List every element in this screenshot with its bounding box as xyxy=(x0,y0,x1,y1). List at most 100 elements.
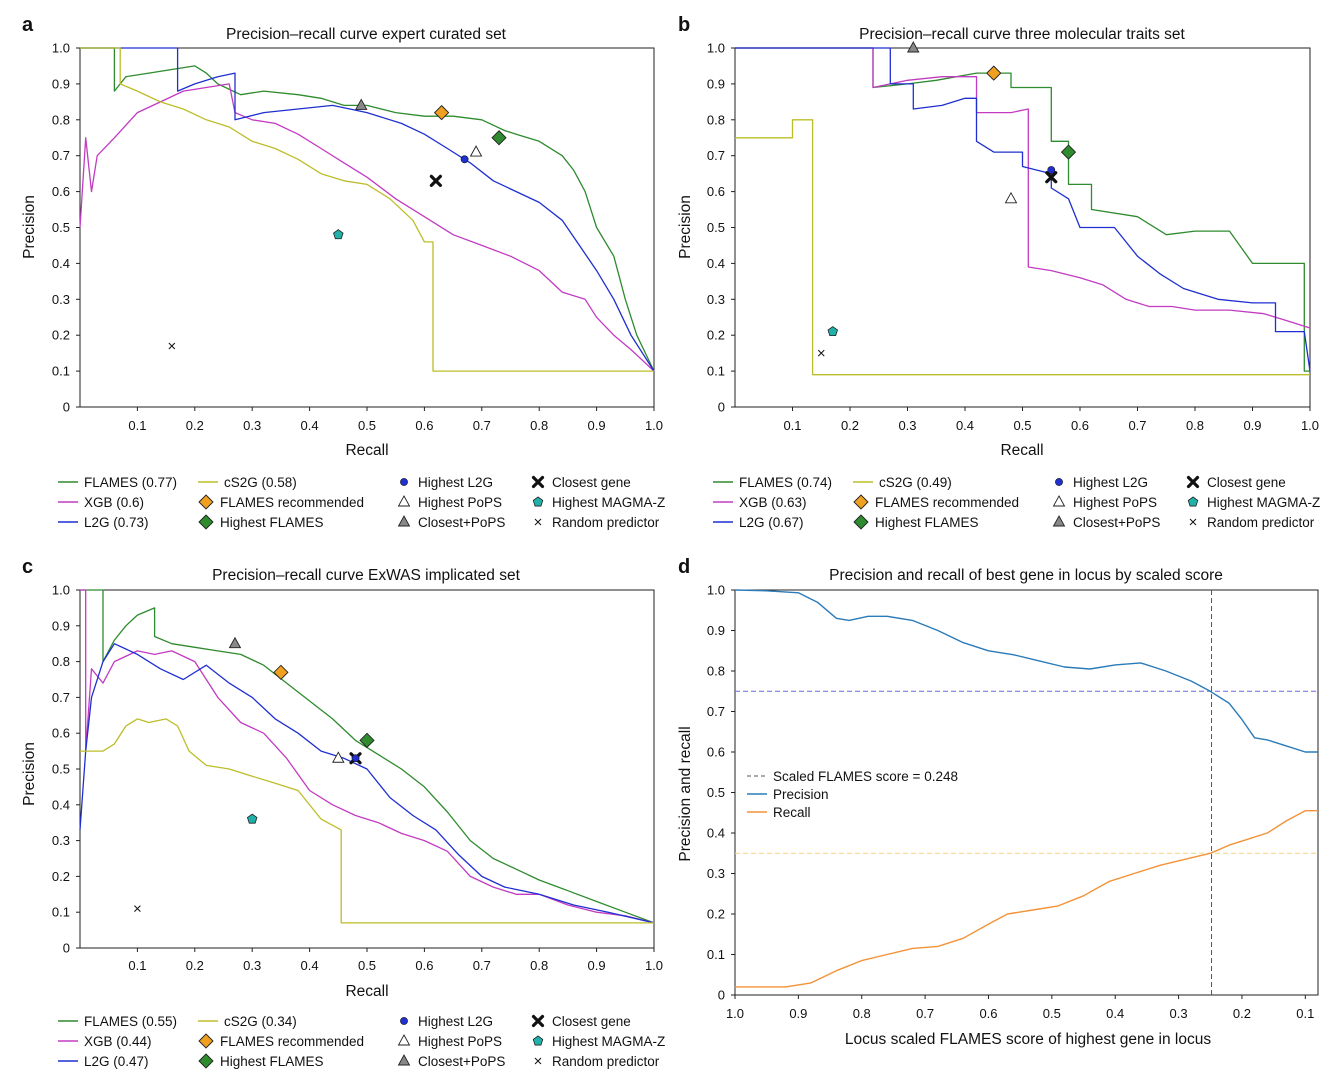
marker-closest_pops xyxy=(228,636,242,649)
marker-recommended xyxy=(273,664,289,680)
legend-label-recommended: FLAMES recommended xyxy=(875,495,1019,510)
legend-label-cs2g: cS2G (0.49) xyxy=(879,475,952,490)
legend-item-highest_flames: Highest FLAMES xyxy=(198,1053,324,1069)
y-tick-label: 0.5 xyxy=(707,785,725,800)
legend-marker-recommended xyxy=(853,494,869,510)
x-tick-label: 0.6 xyxy=(979,1006,997,1021)
x-tick-label: 0.2 xyxy=(1233,1006,1251,1021)
legend-marker-highest_l2g xyxy=(1055,478,1063,486)
legend-label-flames: FLAMES (0.77) xyxy=(84,475,177,490)
x-tick-label: 0.7 xyxy=(1128,418,1146,433)
x-tick-label: 0.2 xyxy=(841,418,859,433)
marker-recommended xyxy=(986,65,1002,81)
panel-d-title: Precision and recall of best gene in loc… xyxy=(829,567,1223,584)
y-tick-label: 0 xyxy=(63,400,70,415)
x-tick-label: 0.1 xyxy=(128,418,146,433)
legend-item-magma: Highest MAGMA-Z xyxy=(1187,495,1320,510)
x-tick-label: 0.5 xyxy=(1013,418,1031,433)
legend-label-highest_flames: Highest FLAMES xyxy=(220,515,324,530)
y-tick-label: 0.3 xyxy=(707,292,725,307)
marker-random xyxy=(817,349,825,357)
x-tick-label: 0.7 xyxy=(473,418,491,433)
series-cs2g-line xyxy=(735,119,1310,376)
x-tick-label: 0.2 xyxy=(186,958,204,973)
panel-d: 0 0.1 0.2 0.3 0.4 0.5 0.6 0.7 0.8 0.9 1.0 1.0 0.9 0.8… xyxy=(707,583,1319,1021)
legend-marker-highest_flames xyxy=(198,514,214,530)
legend-marker-pops xyxy=(397,495,411,507)
legend-label-recall_line: Recall xyxy=(773,805,811,820)
panel-b-ylabel: Precision xyxy=(677,195,694,259)
x-tick-label: 0.8 xyxy=(1186,418,1204,433)
legend-marker-highest_l2g xyxy=(400,478,408,486)
legend-marker-closest_pops xyxy=(1052,515,1066,527)
panel-c-title: Precision–recall curve ExWAS implicated … xyxy=(212,567,521,584)
panel-c-xlabel: Recall xyxy=(345,983,388,1000)
panel-b-title: Precision–recall curve three molecular t… xyxy=(859,26,1185,43)
series-xgb-line xyxy=(79,83,655,372)
x-tick-label: 0.2 xyxy=(186,418,204,433)
legend-marker-closest_pops xyxy=(397,1054,411,1066)
panel-letter-b: b xyxy=(678,14,690,36)
legend-marker-pops xyxy=(1052,495,1066,507)
x-tick-label: 0.4 xyxy=(301,418,319,433)
x-tick-label: 0.1 xyxy=(783,418,801,433)
panel-letter-d: d xyxy=(678,556,690,578)
y-tick-label: 0.1 xyxy=(707,364,725,379)
legend-item-xgb: XGB (0.63) xyxy=(713,495,807,510)
legend-label-recommended: FLAMES recommended xyxy=(220,1034,364,1049)
legend-item-magma: Highest MAGMA-Z xyxy=(532,495,665,510)
legend-item-pops: Highest PoPS xyxy=(397,1034,502,1049)
y-tick-label: 0.6 xyxy=(707,184,725,199)
legend-item-closest: Closest gene xyxy=(531,1014,631,1029)
legend-label-flames: FLAMES (0.55) xyxy=(84,1014,177,1029)
marker-random xyxy=(168,342,176,350)
legend-label-xgb: XGB (0.63) xyxy=(739,495,807,510)
y-tick-label: 0 xyxy=(718,400,725,415)
marker-highest_l2g xyxy=(1047,166,1056,174)
panel-b-xlabel: Recall xyxy=(1000,442,1043,459)
y-tick-label: 0.4 xyxy=(52,256,70,271)
legend-label-random: Random predictor xyxy=(1207,515,1315,530)
marker-closest xyxy=(429,174,442,187)
x-tick-label: 0.4 xyxy=(1106,1006,1124,1021)
legend-marker-highest_flames xyxy=(198,1053,214,1069)
x-tick-label: 0.8 xyxy=(853,1006,871,1021)
legend-marker-random xyxy=(1189,518,1197,526)
marker-random xyxy=(134,905,141,912)
legend-item-l2g: L2G (0.73) xyxy=(58,515,149,530)
legend-item-highest_l2g: Highest L2G xyxy=(400,475,493,490)
y-tick-label: 1.0 xyxy=(707,41,725,56)
panel-a-ylabel: Precision xyxy=(21,195,38,259)
legend-item-closest: Closest gene xyxy=(531,475,631,490)
legend-marker-recommended xyxy=(198,1033,214,1049)
legend-label-l2g: L2G (0.73) xyxy=(84,515,149,530)
y-tick-label: 0.8 xyxy=(707,664,725,679)
y-tick-label: 0.7 xyxy=(707,704,725,719)
legend-label-highest_flames: Highest FLAMES xyxy=(875,515,979,530)
y-tick-label: 0.1 xyxy=(52,364,70,379)
x-tick-label: 0.9 xyxy=(789,1006,807,1021)
legend-item-cs2g: cS2G (0.34) xyxy=(198,1014,297,1029)
legend-item-closest: Closest gene xyxy=(1186,475,1286,490)
legend-item-random: Random predictor xyxy=(1189,515,1315,530)
legend-marker-recommended xyxy=(198,494,214,510)
y-tick-label: 0.9 xyxy=(52,76,70,91)
y-tick-label: 0.5 xyxy=(707,220,725,235)
x-tick-label: 0.8 xyxy=(530,958,548,973)
legend-item-random: Random predictor xyxy=(534,1054,660,1069)
panel-b: 0 0.1 0.2 0.3 0.4 0.5 0.6 0.7 0.8 0.9 1.0 0.1 0.2 0.3… xyxy=(707,41,1320,531)
panel-letter-a: a xyxy=(22,14,34,36)
legend-label-xgb: XGB (0.6) xyxy=(84,495,144,510)
y-tick-label: 0.2 xyxy=(52,869,70,884)
y-tick-label: 0.3 xyxy=(52,833,70,848)
legend-item-xgb: XGB (0.44) xyxy=(58,1034,152,1049)
marker-highest_flames xyxy=(359,732,375,748)
y-tick-label: 0.7 xyxy=(707,148,725,163)
legend-item-closest_pops: Closest+PoPS xyxy=(397,1054,505,1069)
legend-marker-closest xyxy=(1186,475,1200,489)
y-tick-label: 0.1 xyxy=(52,905,70,920)
legend-marker-highest_flames xyxy=(853,514,869,530)
legend-marker-magma xyxy=(532,1035,544,1046)
y-tick-label: 0.8 xyxy=(52,112,70,127)
legend-label-closest: Closest gene xyxy=(1207,475,1286,490)
